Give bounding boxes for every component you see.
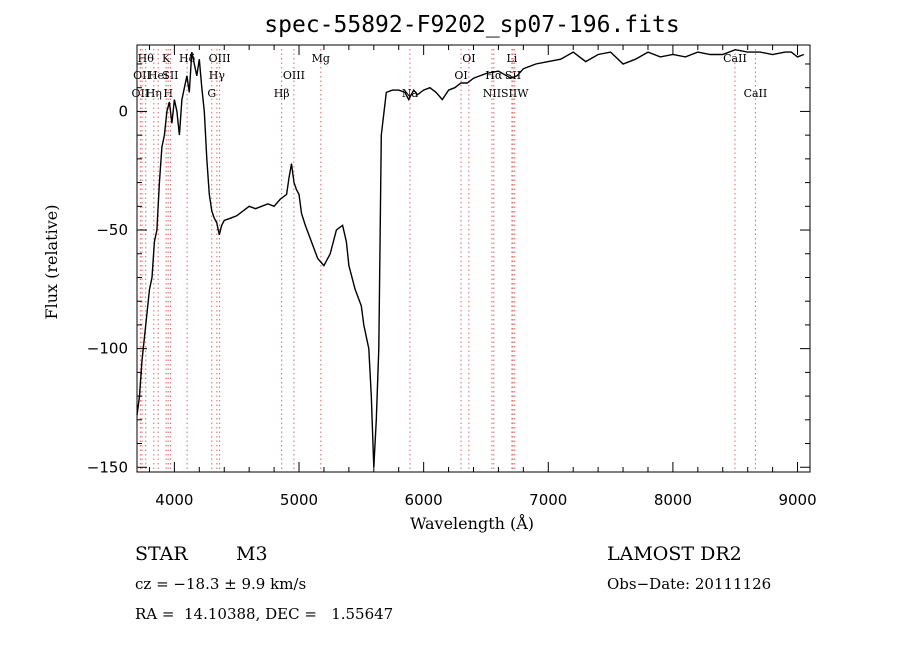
x-axis-label: Wavelength (Å) [410, 513, 534, 533]
marker-label: Mg [312, 52, 330, 65]
marker-label: Li [506, 52, 517, 65]
chart-title: spec-55892-F9202_sp07-196.fits [264, 12, 679, 38]
x-tick-label: 7000 [529, 491, 567, 509]
x-axis-ticks: 4000 5000 6000 7000 8000 9000 [148, 45, 817, 509]
object-subclass: M3 [236, 543, 268, 565]
marker-label: OIII [283, 69, 305, 82]
marker-label: OII [133, 69, 151, 82]
x-tick-label: 5000 [280, 491, 318, 509]
obs-date: Obs−Date: 20111126 [607, 575, 771, 593]
x-tick-label: 8000 [654, 491, 692, 509]
survey-name: LAMOST DR2 [607, 543, 742, 565]
marker-label: HeI [148, 69, 168, 82]
marker-label: OI [462, 52, 475, 65]
marker-label: CaII [744, 87, 768, 100]
marker-label: Hη [146, 87, 162, 100]
y-axis-label: Flux (relative) [42, 205, 61, 320]
marker-label: OIII [209, 52, 231, 65]
marker-label: NII [483, 87, 501, 100]
y-tick-label: −50 [96, 221, 128, 239]
marker-label: OII [132, 87, 150, 100]
y-tick-label: −150 [87, 458, 128, 476]
x-tick-label: 6000 [405, 491, 443, 509]
marker-label: G [207, 87, 216, 100]
marker-label: H [163, 87, 173, 100]
redshift-cz: cz = −18.3 ± 9.9 km/s [135, 575, 306, 593]
y-tick-label: 0 [118, 102, 128, 120]
plot-frame [136, 44, 811, 473]
y-tick-label: −100 [87, 340, 128, 358]
marker-label: Hβ [274, 87, 290, 100]
x-tick-label: 4000 [155, 491, 193, 509]
x-tick-label: 9000 [778, 491, 816, 509]
marker-label: Hθ [138, 52, 155, 65]
marker-label: CaII [723, 52, 747, 65]
marker-label: K [162, 52, 171, 65]
spectrum-series-line [136, 48, 805, 468]
y-axis-ticks: 0 −50 −100 −150 [87, 63, 810, 476]
marker-label: Hγ [209, 69, 226, 82]
marker-label: SIIW [501, 87, 529, 100]
ra-dec: RA = 14.10388, DEC = 1.55647 [135, 605, 393, 623]
marker-label: SII [162, 69, 178, 82]
line-markers: OIIOIIHθHηHeIKHSIIHδGHγOIIIHβOIIIMgNaOIO… [132, 49, 768, 472]
marker-label: OI [454, 69, 467, 82]
object-class: STAR [135, 543, 188, 565]
marker-label: Hα [485, 69, 503, 82]
marker-label: SII [505, 69, 521, 82]
